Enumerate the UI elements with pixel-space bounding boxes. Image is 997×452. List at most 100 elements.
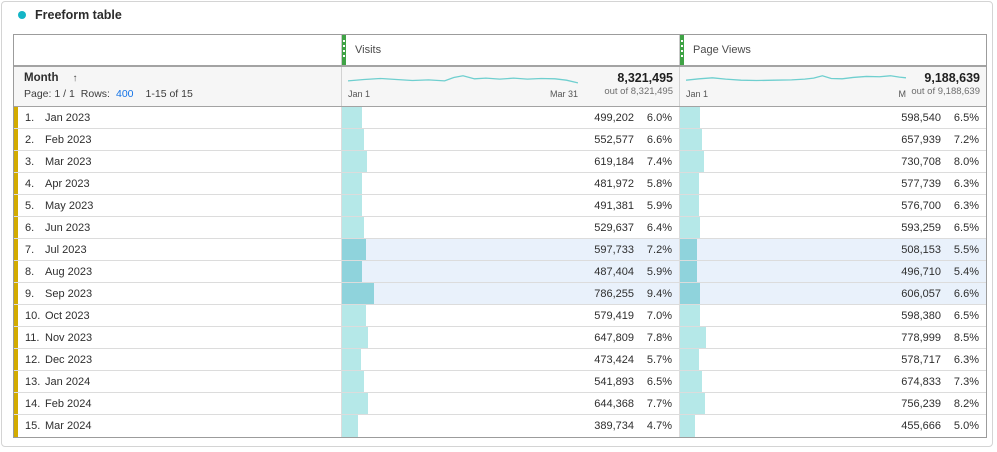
- month-cell[interactable]: 5. May 2023: [14, 195, 342, 216]
- visits-cell[interactable]: 597,733 7.2%: [342, 239, 680, 260]
- month-label: Jan 2023: [45, 111, 91, 124]
- visits-cell[interactable]: 541,893 6.5%: [342, 371, 680, 392]
- visits-cell[interactable]: 487,404 5.9%: [342, 261, 680, 282]
- pageviews-percent: 5.4%: [953, 265, 979, 278]
- pageviews-cell[interactable]: 593,259 6.5%: [680, 217, 986, 238]
- month-cell[interactable]: 10. Oct 2023: [14, 305, 342, 326]
- table-row[interactable]: 7. Jul 2023 597,733 7.2% 508,153 5.5%: [14, 239, 986, 261]
- table-row[interactable]: 4. Apr 2023 481,972 5.8% 577,739 6.3%: [14, 173, 986, 195]
- pageviews-value: 778,999: [901, 331, 941, 344]
- sparkline-chart-icon: [686, 72, 906, 87]
- percent-bar: [680, 349, 700, 370]
- visits-value: 597,733: [594, 243, 634, 256]
- table-row[interactable]: 3. Mar 2023 619,184 7.4% 730,708 8.0%: [14, 151, 986, 173]
- pageviews-value: 657,939: [901, 133, 941, 146]
- percent-bar: [680, 217, 700, 238]
- sort-ascending-icon[interactable]: ↑: [72, 72, 78, 84]
- spark-end-label: M: [898, 89, 907, 99]
- month-cell[interactable]: 1. Jan 2023: [14, 107, 342, 128]
- visits-cell[interactable]: 579,419 7.0%: [342, 305, 680, 326]
- percent-bar: [680, 261, 697, 282]
- row-index: 7.: [25, 243, 35, 256]
- row-index: 9.: [25, 287, 35, 300]
- visits-cell[interactable]: 786,255 9.4%: [342, 283, 680, 304]
- pageviews-cell[interactable]: 606,057 6.6%: [680, 283, 986, 304]
- pageviews-percent: 7.3%: [953, 375, 979, 388]
- table-row[interactable]: 8. Aug 2023 487,404 5.9% 496,710 5.4%: [14, 261, 986, 283]
- drag-handle-icon[interactable]: [680, 35, 684, 65]
- percent-bar: [342, 107, 363, 128]
- visits-cell[interactable]: 529,637 6.4%: [342, 217, 680, 238]
- month-cell[interactable]: 11. Nov 2023: [14, 327, 342, 348]
- visits-value: 491,381: [594, 199, 634, 212]
- pageviews-value: 455,666: [901, 420, 941, 432]
- pageviews-value: 496,710: [901, 265, 941, 278]
- visits-cell[interactable]: 389,734 4.7%: [342, 415, 680, 437]
- pageviews-cell[interactable]: 598,540 6.5%: [680, 107, 986, 128]
- pageviews-cell[interactable]: 730,708 8.0%: [680, 151, 986, 172]
- column-header-row: Visits Page Views: [14, 35, 986, 65]
- visits-cell[interactable]: 499,202 6.0%: [342, 107, 680, 128]
- month-cell[interactable]: 6. Jun 2023: [14, 217, 342, 238]
- row-index: 10.: [25, 309, 41, 322]
- pageviews-cell[interactable]: 598,380 6.5%: [680, 305, 986, 326]
- pageviews-cell[interactable]: 508,153 5.5%: [680, 239, 986, 260]
- pageviews-cell[interactable]: 496,710 5.4%: [680, 261, 986, 282]
- month-cell[interactable]: 15. Mar 2024: [14, 415, 342, 437]
- visits-percent: 9.4%: [646, 287, 672, 300]
- visits-cell[interactable]: 552,577 6.6%: [342, 129, 680, 150]
- visits-value: 541,893: [594, 375, 634, 388]
- pageviews-cell[interactable]: 778,999 8.5%: [680, 327, 986, 348]
- month-cell[interactable]: 3. Mar 2023: [14, 151, 342, 172]
- table-row[interactable]: 5. May 2023 491,381 5.9% 576,700 6.3%: [14, 195, 986, 217]
- visits-cell[interactable]: 491,381 5.9%: [342, 195, 680, 216]
- month-cell[interactable]: 7. Jul 2023: [14, 239, 342, 260]
- pageviews-cell[interactable]: 756,239 8.2%: [680, 393, 986, 414]
- month-cell[interactable]: 9. Sep 2023: [14, 283, 342, 304]
- table-row[interactable]: 1. Jan 2023 499,202 6.0% 598,540 6.5%: [14, 107, 986, 129]
- pageviews-cell[interactable]: 577,739 6.3%: [680, 173, 986, 194]
- table-row[interactable]: 10. Oct 2023 579,419 7.0% 598,380 6.5%: [14, 305, 986, 327]
- visits-summary-cell: Jan 1 Mar 31 8,321,495 out of 8,321,495: [342, 67, 680, 106]
- visits-cell[interactable]: 481,972 5.8%: [342, 173, 680, 194]
- visits-percent: 5.7%: [646, 353, 672, 366]
- rows-label: Rows:: [80, 88, 110, 100]
- table-row[interactable]: 13. Jan 2024 541,893 6.5% 674,833 7.3%: [14, 371, 986, 393]
- table-row[interactable]: 14. Feb 2024 644,368 7.7% 756,239 8.2%: [14, 393, 986, 415]
- visits-percent: 4.7%: [646, 420, 672, 432]
- month-cell[interactable]: 2. Feb 2023: [14, 129, 342, 150]
- month-header[interactable]: Month: [24, 72, 59, 84]
- month-cell[interactable]: 14. Feb 2024: [14, 393, 342, 414]
- month-cell[interactable]: 12. Dec 2023: [14, 349, 342, 370]
- pageviews-cell[interactable]: 578,717 6.3%: [680, 349, 986, 370]
- dimension-header-cell[interactable]: [14, 35, 342, 65]
- pageviews-cell[interactable]: 674,833 7.3%: [680, 371, 986, 392]
- month-cell[interactable]: 8. Aug 2023: [14, 261, 342, 282]
- visits-cell[interactable]: 619,184 7.4%: [342, 151, 680, 172]
- pageviews-cell[interactable]: 576,700 6.3%: [680, 195, 986, 216]
- visits-percent: 7.4%: [646, 155, 672, 168]
- month-cell[interactable]: 4. Apr 2023: [14, 173, 342, 194]
- pageviews-cell[interactable]: 657,939 7.2%: [680, 129, 986, 150]
- month-cell[interactable]: 13. Jan 2024: [14, 371, 342, 392]
- rows-per-page-link[interactable]: 400: [115, 88, 134, 100]
- visits-cell[interactable]: 644,368 7.7%: [342, 393, 680, 414]
- table-row[interactable]: 9. Sep 2023 786,255 9.4% 606,057 6.6%: [14, 283, 986, 305]
- visits-cell[interactable]: 473,424 5.7%: [342, 349, 680, 370]
- table-row[interactable]: 15. Mar 2024 389,734 4.7% 455,666 5.0%: [14, 415, 986, 437]
- table-rows: 1. Jan 2023 499,202 6.0% 598,540 6.5% 2. Feb 20…: [14, 107, 986, 437]
- table-row[interactable]: 2. Feb 2023 552,577 6.6% 657,939 7.2%: [14, 129, 986, 151]
- pageviews-column-header[interactable]: Page Views: [680, 35, 986, 65]
- pageviews-cell[interactable]: 455,666 5.0%: [680, 415, 986, 437]
- visits-column-header[interactable]: Visits: [342, 35, 680, 65]
- visits-percent: 7.7%: [646, 397, 672, 410]
- row-index: 11.: [25, 331, 40, 344]
- table-row[interactable]: 6. Jun 2023 529,637 6.4% 593,259 6.5%: [14, 217, 986, 239]
- visits-percent: 5.8%: [646, 177, 672, 190]
- table-row[interactable]: 12. Dec 2023 473,424 5.7% 578,717 6.3%: [14, 349, 986, 371]
- table-row[interactable]: 11. Nov 2023 647,809 7.8% 778,999 8.5%: [14, 327, 986, 349]
- drag-handle-icon[interactable]: [342, 35, 346, 65]
- month-label: Mar 2024: [45, 420, 92, 432]
- visits-cell[interactable]: 647,809 7.8%: [342, 327, 680, 348]
- visits-out-of: out of 8,321,495: [604, 86, 673, 97]
